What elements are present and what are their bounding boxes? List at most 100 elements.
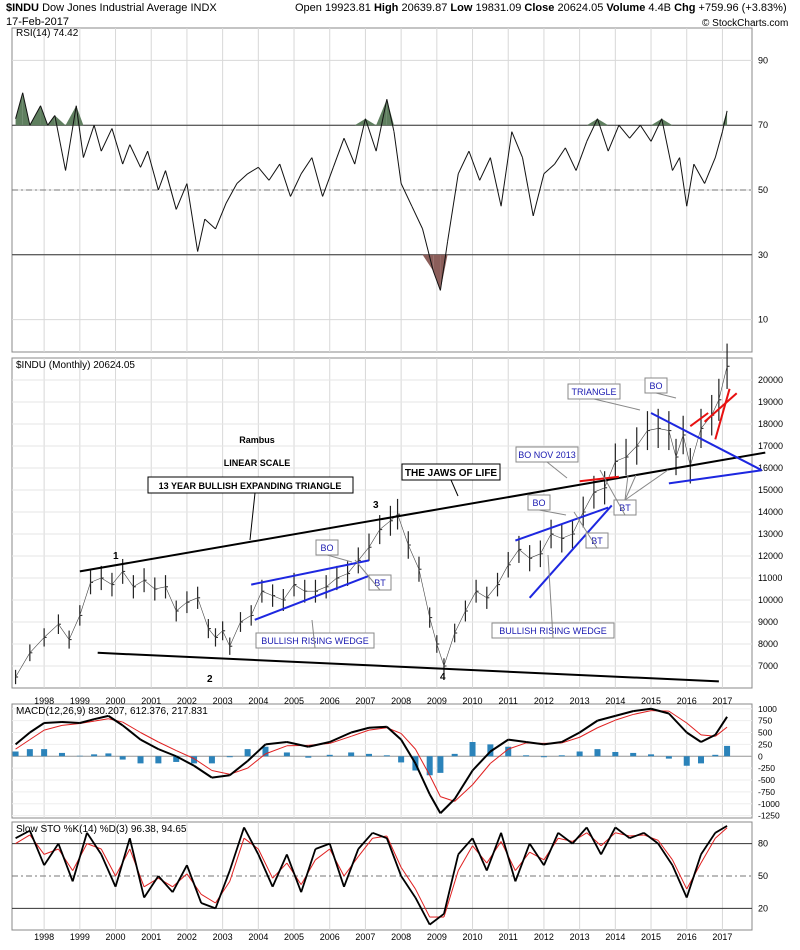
price-path-segment [250,591,263,616]
stoch-d-segment [86,843,102,850]
stoch-legend: Slow STO %K(14) %D(3) 96.38, 94.65 [16,824,187,835]
macd-histogram-bar [594,749,601,757]
x-tick-label: 2012 [534,696,554,706]
close-value: 20624.05 [557,2,604,14]
x-tick-label: 2009 [427,932,447,942]
stoch-k-segment [386,837,402,877]
stoch-k-segment [528,843,545,866]
stoch-k-segment [71,832,88,882]
rsi-overbought-fill [661,118,673,126]
x-tick-label: 2017 [712,932,732,942]
annotation-13yr-triangle: 13 YEAR BULLISH EXPANDING TRIANGLE [159,481,342,491]
x-tick-label: 2011 [499,696,518,706]
x-tick-label: 2003 [213,932,233,942]
x-tick-label: 2000 [106,696,126,706]
macd-histogram-bar [558,755,565,757]
price-tick-label: 16000 [758,463,783,473]
macd-histogram-bar [105,753,112,757]
macd-histogram-bar [698,756,705,764]
macd-signal-segment [122,721,141,733]
x-tick-label: 2002 [177,932,197,942]
rsi-overbought-fill [597,118,609,126]
symbol-label: $INDU [6,2,40,14]
annotation-bo-3: BO [649,381,662,391]
rsi-line-segment [411,205,424,230]
price-path-segment [240,615,252,623]
x-tick-label: 2004 [248,696,268,706]
price-tick-label: 13000 [758,529,783,539]
rsi-line-segment [82,125,95,158]
rsi-line-segment [47,115,56,126]
macd-histogram-bar [191,756,198,764]
price-path-segment [325,577,338,588]
macd-tick-label: -500 [758,775,775,785]
rsi-line-segment [511,131,523,158]
stoch-d-segment [357,837,373,857]
rsi-overbought-fill [386,99,394,126]
macd-signal-segment [668,710,688,724]
rsi-line-segment [54,115,67,171]
rsi-line-segment [204,218,216,230]
rsi-line-segment [15,92,24,119]
rsi-line-segment [165,170,177,210]
price-path-segment [111,571,123,585]
low-value: 19831.09 [475,2,522,14]
annotation-bt-3-pointer [599,469,626,516]
price-tick-label: 20000 [758,375,783,385]
annotation-wedge1: BULLISH RISING WEDGE [261,636,369,646]
macd-histogram-bar [173,756,180,762]
macd-line-segment [525,741,545,746]
macd-line-segment [193,764,213,779]
annotation-bt-1-pointer [354,559,381,591]
annotation-bt-2: BT [591,536,603,546]
x-tick-label: 2006 [320,932,340,942]
macd-histogram-bar [262,746,269,757]
macd-line-segment [29,722,45,734]
macd-line-segment [368,725,387,729]
price-path-segment [397,514,409,546]
macd-histogram-bar [451,753,458,757]
rsi-line-segment [629,124,641,139]
macd-histogram-bar [630,752,637,757]
price-path-segment [668,430,677,458]
rsi-line-segment [564,147,577,171]
pivot-label-1: 1 [113,551,119,562]
stoch-k-segment [571,826,588,845]
rsi-oversold-fill [433,254,441,291]
x-tick-label: 2016 [677,696,697,706]
rsi-line-segment [236,173,248,184]
macd-line-segment [308,741,330,748]
macd-line-segment [93,714,109,721]
price-path-segment [336,573,348,579]
macd-tick-label: -250 [758,763,775,773]
price-path-segment [647,428,659,431]
rsi-line-segment [432,270,441,291]
price-path-segment [529,553,541,559]
x-tick-label: 2011 [499,932,518,942]
macd-tick-label: -1000 [758,799,780,809]
x-tick-label: 2007 [355,696,375,706]
price-path-segment [615,456,627,462]
header-date: 17-Feb-2017 [6,16,69,28]
stoch-d-segment [400,867,416,890]
stoch-k-segment [100,854,117,888]
stoch-tick-label: 50 [758,871,768,881]
annotation-jaws-of-life: THE JAWS OF LIFE [405,468,498,479]
rsi-line-segment [354,118,366,165]
x-tick-label: 1999 [70,932,90,942]
price-path-segment [497,564,509,585]
rsi-line-segment [575,141,588,171]
stoch-d-segment [200,893,216,904]
price-path-segment [272,595,284,601]
stoch-k-segment [614,826,631,839]
rsi-line-segment [65,105,77,171]
stoch-d-segment [100,848,116,877]
price-path-segment [122,571,134,587]
x-tick-label: 2012 [534,932,554,942]
macd-histogram-bar [119,756,126,760]
price-path-segment [176,601,188,612]
macd-line-segment [508,738,527,743]
macd-signal-segment [140,732,159,743]
macd-histogram-bar [523,755,530,757]
brand-label: © StockCharts.com [702,18,789,29]
